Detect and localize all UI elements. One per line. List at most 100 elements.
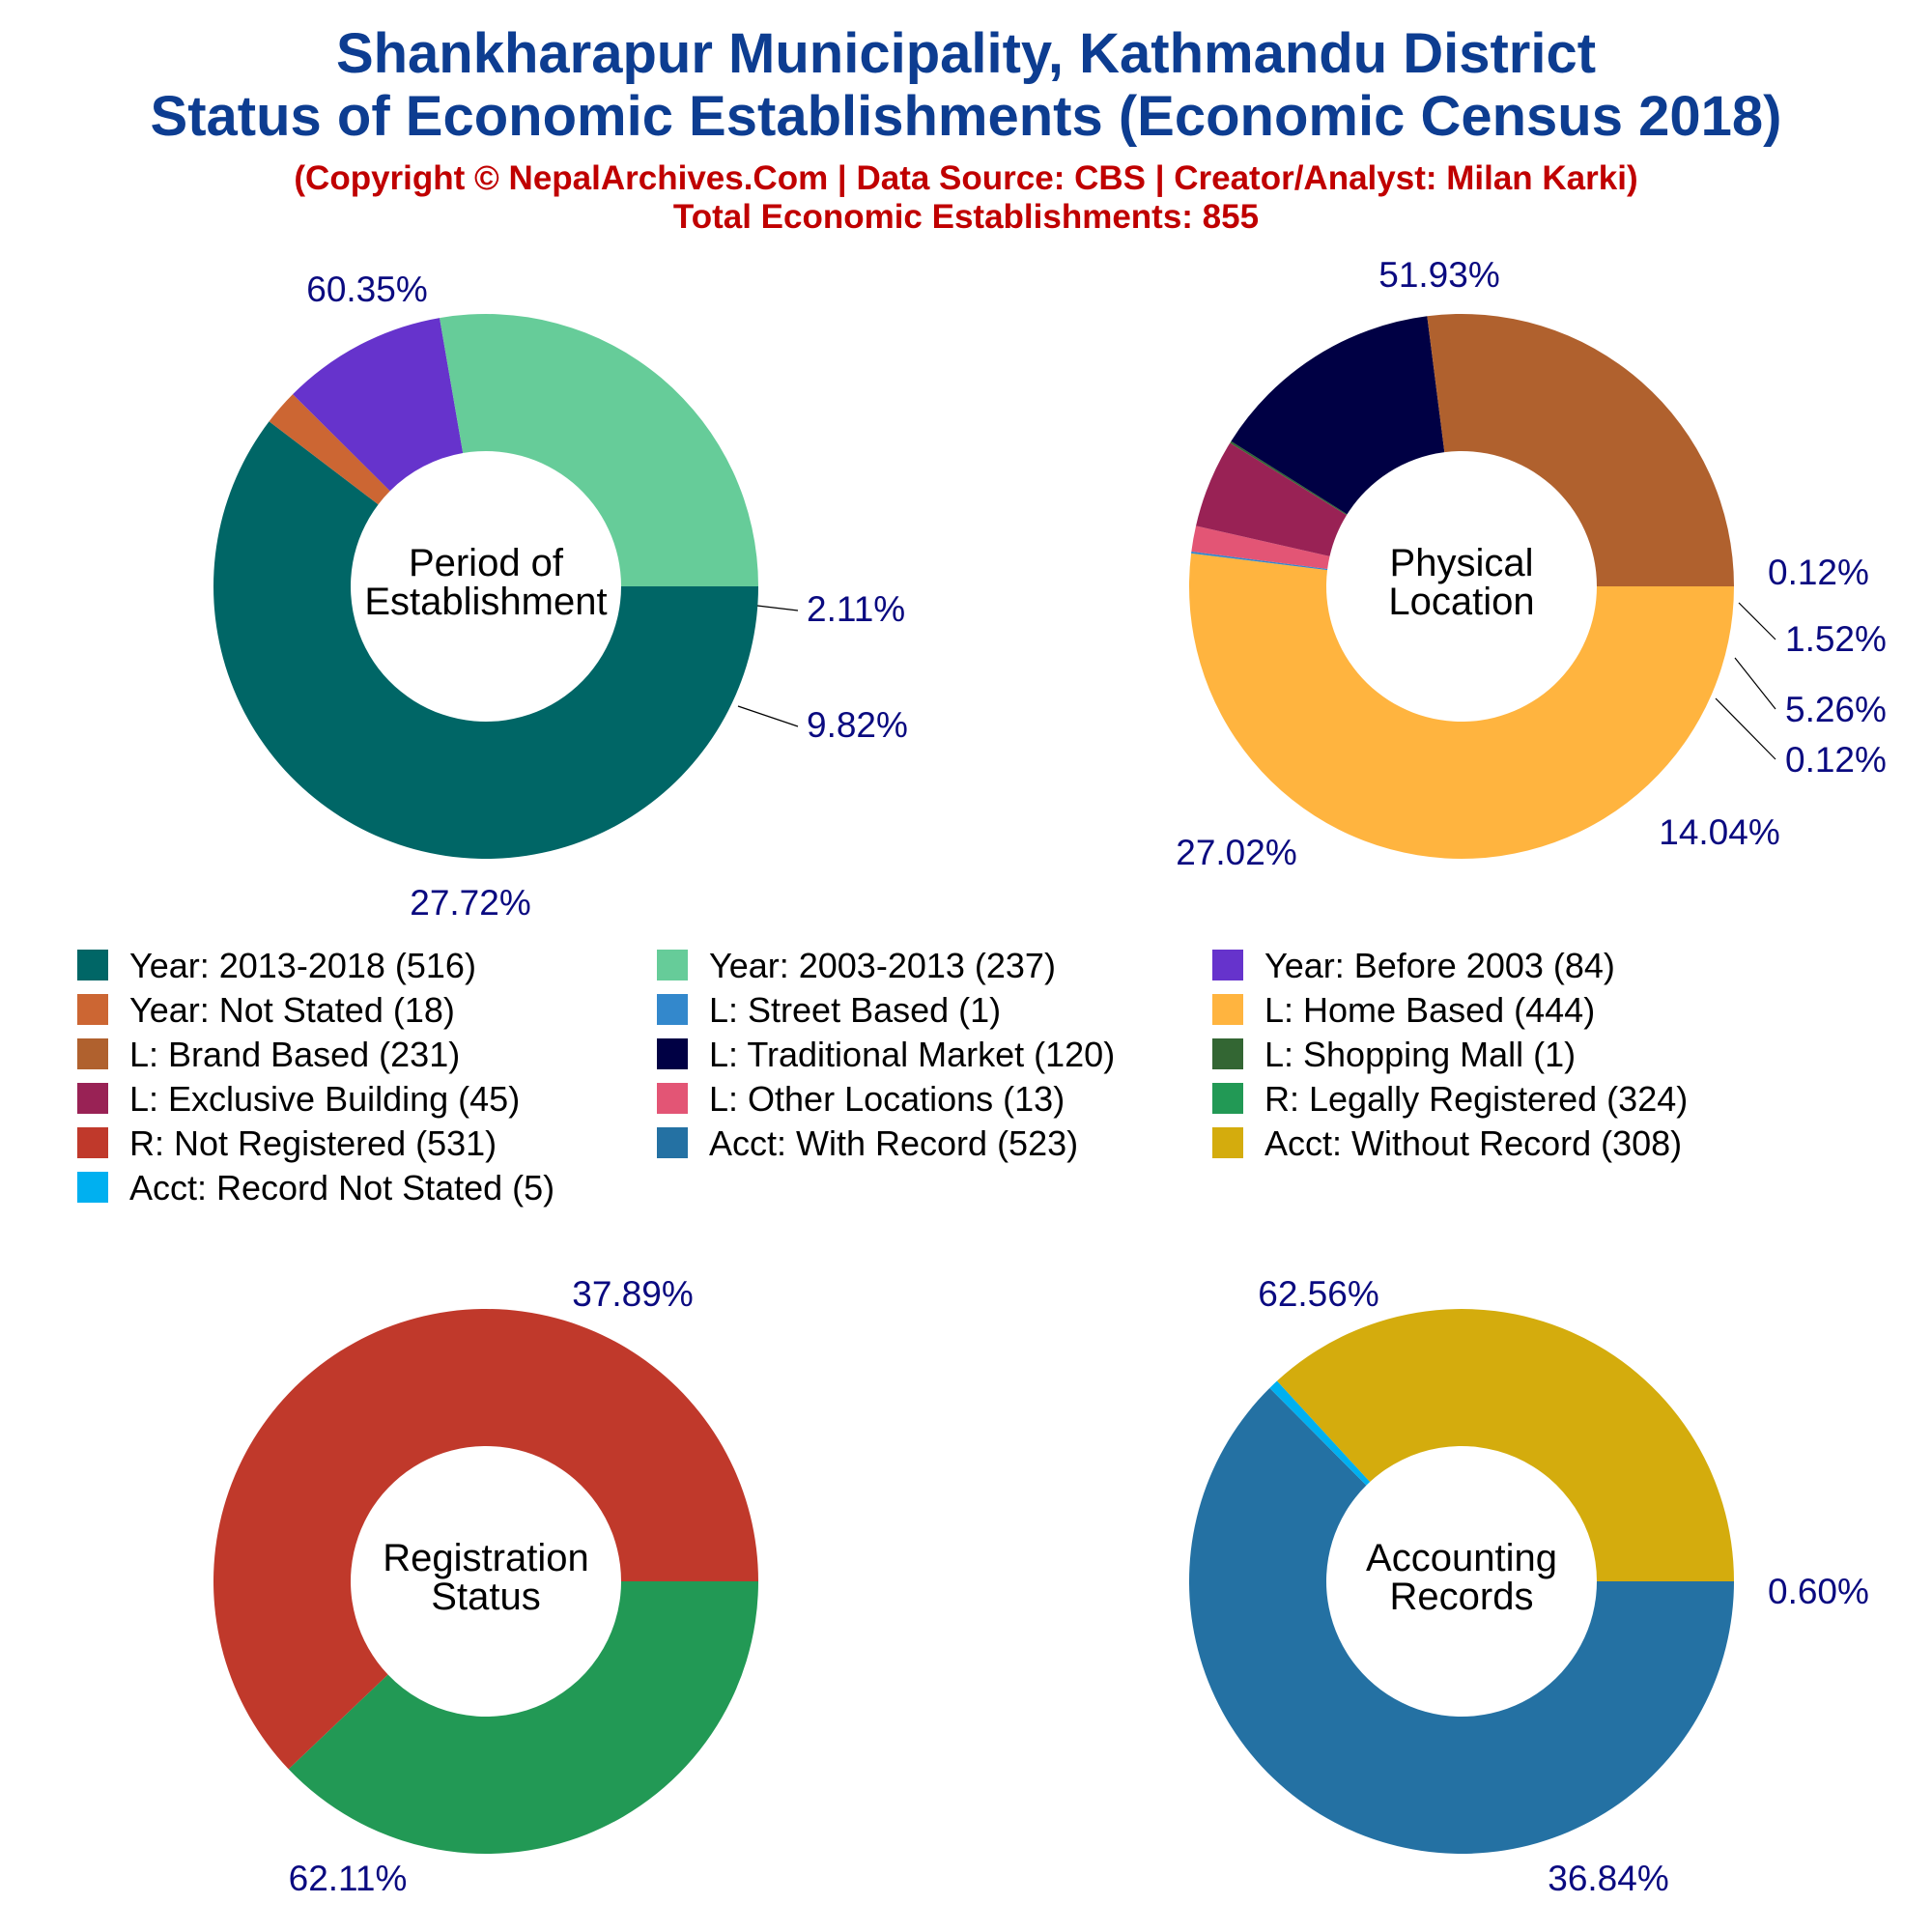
legend-swatch (657, 1038, 688, 1069)
legend-swatch (77, 1172, 108, 1203)
legend-label: L: Traditional Market (120) (709, 1035, 1115, 1074)
legend-swatch (77, 1038, 108, 1069)
legend-item: Year: 2003-2013 (237) (657, 946, 1056, 985)
slice-percent-label: 27.02% (1176, 833, 1297, 872)
label-leader-line (756, 605, 799, 611)
donut-slice (288, 1581, 758, 1855)
legend-label: Year: 2003-2013 (237) (709, 946, 1056, 985)
legend-label: R: Legally Registered (324) (1264, 1079, 1688, 1119)
donut-slice (1230, 440, 1348, 516)
donut-slice (1189, 553, 1734, 859)
legend-item: L: Home Based (444) (1212, 990, 1595, 1030)
donut-slice (1427, 313, 1735, 586)
legend-label: Year: 2013-2018 (516) (129, 946, 476, 985)
legend-swatch (77, 994, 108, 1025)
legend-item: L: Exclusive Building (45) (77, 1079, 520, 1119)
legend-swatch (657, 1083, 688, 1114)
slice-percent-label: 0.60% (1768, 1572, 1869, 1611)
donut-slice (1269, 1380, 1371, 1486)
donut-center-label: Location (1388, 581, 1534, 623)
label-leader-line (1715, 697, 1776, 760)
slice-percent-label: 1.52% (1785, 619, 1887, 659)
legend-swatch (1212, 994, 1243, 1025)
legend-swatch (1212, 1038, 1243, 1069)
donut-center-label: Period of (409, 542, 564, 584)
slice-percent-label: 62.56% (1258, 1274, 1379, 1314)
donut-slice (213, 1309, 759, 1770)
legend-item: Acct: Without Record (308) (1212, 1123, 1682, 1163)
legend-item: L: Traditional Market (120) (657, 1035, 1115, 1074)
chart-subtitle-copyright: (Copyright © NepalArchives.Com | Data So… (294, 159, 1637, 197)
legend-item: R: Legally Registered (324) (1212, 1079, 1688, 1119)
legend-item: Year: Before 2003 (84) (1212, 946, 1615, 985)
legend-swatch (77, 1127, 108, 1158)
legend-label: Acct: Record Not Stated (5) (129, 1168, 554, 1208)
legend-item: Acct: With Record (523) (657, 1123, 1078, 1163)
donut-slice (269, 394, 390, 505)
donut-chart-2: 51.93%0.12%1.52%5.26%0.12%14.04%27.02%Ph… (1176, 255, 1887, 872)
donut-chart-1: 60.35% 2.11% 9.82% 27.72% Period ofEstablish… (213, 270, 908, 923)
donut-center-label: Establishment (364, 581, 607, 623)
slice-percent-label: 62.11% (289, 1859, 408, 1898)
legend-swatch (1212, 1083, 1243, 1114)
chart-title-line-1: Shankharapur Municipality, Kathmandu Dis… (336, 22, 1596, 85)
label-leader-line (737, 705, 799, 727)
legend-item: Year: 2013-2018 (516) (77, 946, 476, 985)
donut-slice (1191, 526, 1330, 570)
legend-label: L: Home Based (444) (1264, 990, 1595, 1030)
legend-label: Year: Not Stated (18) (129, 990, 455, 1030)
legend-label: R: Not Registered (531) (129, 1123, 497, 1163)
donut-slice (1196, 442, 1347, 556)
slice-percent-label: 60.35% (306, 270, 428, 309)
legend-item: R: Not Registered (531) (77, 1123, 497, 1163)
legend-label: L: Shopping Mall (1) (1264, 1035, 1576, 1074)
legend-label: L: Brand Based (231) (129, 1035, 460, 1074)
legend-item: L: Street Based (1) (657, 990, 1001, 1030)
slice-percent-label: 2.11% (807, 589, 905, 629)
legend-swatch (657, 994, 688, 1025)
slice-percent-label: 9.82% (807, 705, 908, 745)
slice-percent-label: 0.12% (1768, 553, 1869, 592)
legend-swatch (1212, 1127, 1243, 1158)
legend-label: Year: Before 2003 (84) (1264, 946, 1615, 985)
legend-item: Acct: Record Not Stated (5) (77, 1168, 554, 1208)
slice-percent-label: 14.04% (1659, 812, 1780, 852)
label-leader-line (1734, 657, 1776, 710)
donut-slice (293, 318, 464, 492)
legend-item: L: Other Locations (13) (657, 1079, 1065, 1119)
label-leader-line (1738, 602, 1776, 640)
donut-center-label: Status (431, 1576, 540, 1618)
chart-subtitle-total: Total Economic Establishments: 855 (673, 198, 1259, 236)
chart-title-line-2: Status of Economic Establishments (Econo… (151, 85, 1782, 148)
slice-percent-label: 37.89% (572, 1274, 694, 1314)
legend: Year: 2013-2018 (516) Year: 2003-2013 (23… (77, 946, 1688, 1208)
legend-item: L: Shopping Mall (1) (1212, 1035, 1576, 1074)
legend-swatch (657, 1127, 688, 1158)
donut-slice (213, 421, 759, 860)
donut-slice (1277, 1309, 1734, 1581)
slice-percent-label: 5.26% (1785, 690, 1887, 729)
legend-swatch (77, 1083, 108, 1114)
legend-swatch (1212, 950, 1243, 980)
donut-slice (1231, 316, 1445, 515)
donut-center-label: Physical (1390, 542, 1534, 584)
slice-percent-label: 27.72% (410, 883, 531, 923)
donut-center-label: Accounting (1366, 1537, 1557, 1579)
donut-charts: 60.35% 2.11% 9.82% 27.72% Period ofEstablish… (213, 255, 1887, 1898)
donut-slice (1189, 1387, 1734, 1855)
legend-label: L: Other Locations (13) (709, 1079, 1065, 1119)
legend-item: L: Brand Based (231) (77, 1035, 460, 1074)
slice-percent-label: 0.12% (1785, 740, 1887, 780)
legend-label: Acct: Without Record (308) (1264, 1123, 1682, 1163)
slice-percent-label: 36.84% (1548, 1859, 1669, 1898)
legend-swatch (657, 950, 688, 980)
donut-center-label: Records (1390, 1576, 1534, 1618)
legend-swatch (77, 950, 108, 980)
donut-slice (440, 314, 758, 586)
donut-center-label: Registration (383, 1537, 588, 1579)
legend-label: Acct: With Record (523) (709, 1123, 1078, 1163)
slice-percent-label: 51.93% (1378, 255, 1500, 295)
